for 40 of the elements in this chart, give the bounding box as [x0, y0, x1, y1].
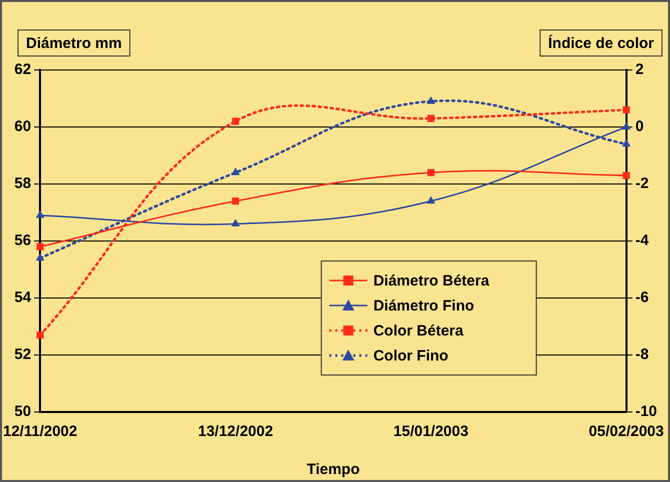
y-tick-label: 56: [14, 232, 32, 250]
y-tick-label: 58: [14, 175, 32, 192]
point: [622, 172, 630, 179]
x-tick-label: 12/11/2002: [3, 423, 78, 440]
legend-label: Color Bétera: [373, 322, 464, 340]
y2-tick-label: 0: [635, 118, 644, 136]
point: [232, 198, 240, 205]
point: [232, 118, 240, 125]
point: [622, 106, 630, 114]
point: [427, 169, 434, 176]
y2-tick-label: -10: [635, 403, 658, 420]
y2-tick-label: -4: [635, 232, 650, 250]
point: [426, 196, 436, 204]
point: [36, 332, 44, 339]
y-axis-title: Diámetro mm: [26, 35, 122, 52]
y2-tick-label: -6: [635, 289, 649, 306]
point: [231, 218, 240, 226]
y-tick-label: 50: [14, 403, 32, 420]
point: [622, 139, 631, 147]
legend-label: Color Fino: [373, 348, 448, 365]
point: [36, 253, 44, 261]
point: [231, 168, 240, 176]
y-tick-label: 52: [14, 346, 32, 364]
y-tick-label: 54: [14, 289, 32, 306]
y-tick-label: 60: [14, 118, 32, 136]
x-axis-title: Tiempo: [306, 461, 360, 478]
point: [36, 210, 44, 218]
point: [427, 114, 434, 122]
point: [36, 243, 44, 250]
y2-axis-title: Índice de color: [548, 34, 654, 52]
legend-label: Diámetro Bétera: [373, 272, 490, 290]
y2-tick-label: -2: [635, 175, 649, 192]
x-tick-label: 15/01/2003: [393, 423, 468, 440]
legend-label: Diámetro Fino: [373, 298, 474, 315]
point: [426, 96, 436, 104]
y2-tick-label: -8: [635, 346, 649, 364]
x-tick-label: 13/12/2002: [198, 423, 274, 440]
y2-tick-label: 2: [635, 61, 644, 78]
y-tick-label: 62: [14, 61, 32, 78]
x-tick-label: 05/02/2003: [588, 423, 664, 440]
